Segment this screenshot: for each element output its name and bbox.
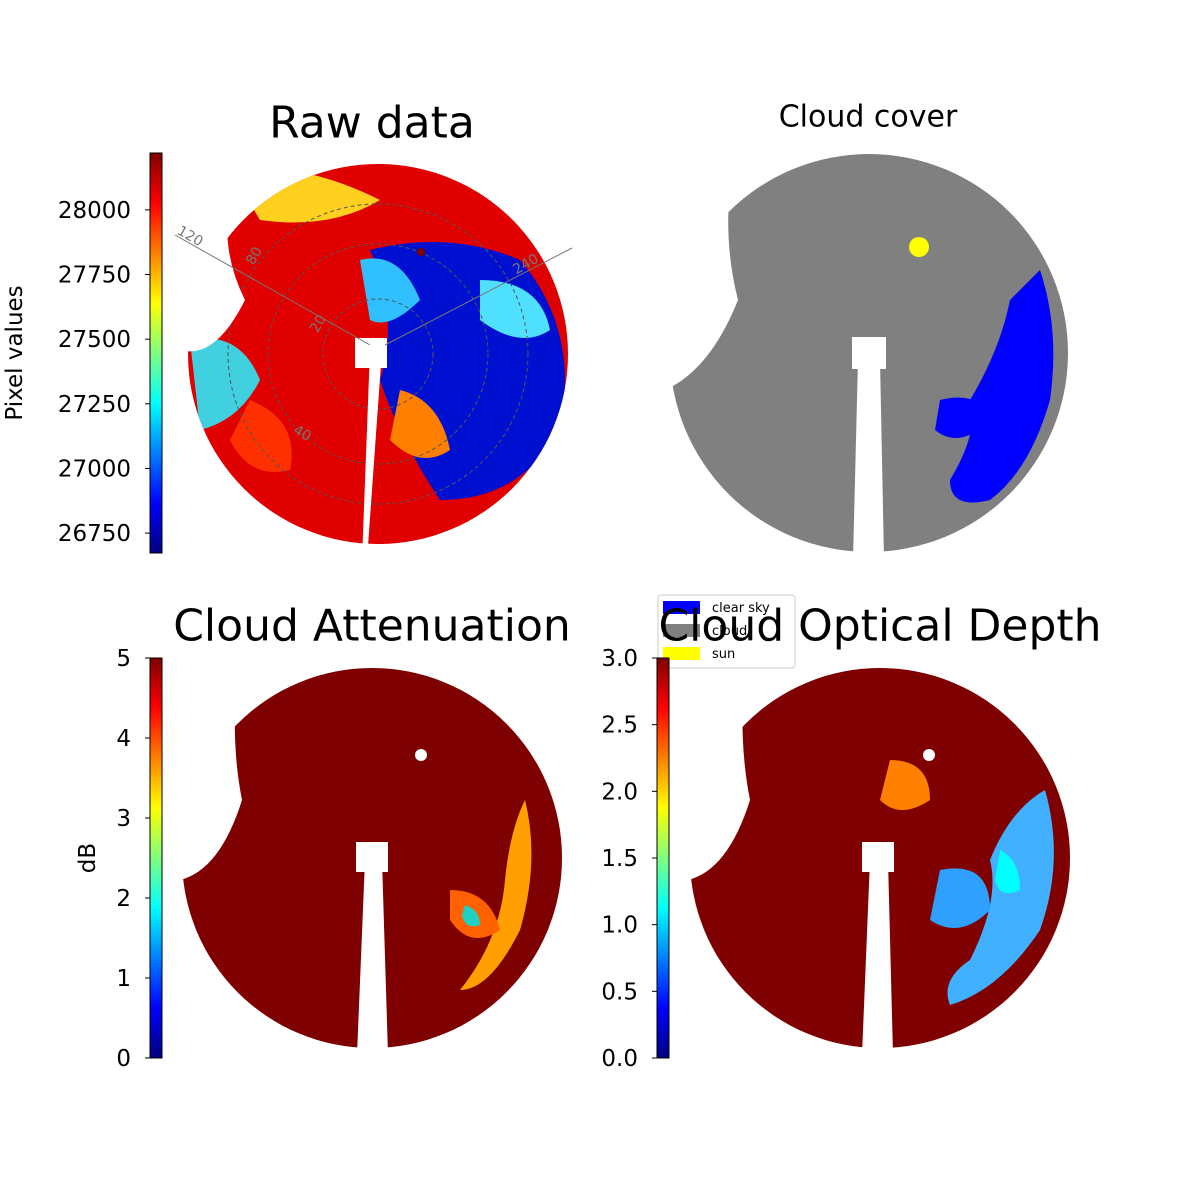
colorbar-tick-label: 28000 — [58, 198, 131, 224]
mask — [415, 749, 427, 761]
mask — [180, 665, 242, 880]
axis-line — [384, 247, 573, 346]
mask — [355, 338, 387, 368]
panel-title: Cloud Optical Depth — [658, 600, 1101, 651]
colorbar-tick-label: 26750 — [58, 521, 131, 547]
colorbar-tick-label: 27500 — [58, 327, 131, 353]
mask — [688, 665, 750, 880]
legend-swatch — [663, 601, 700, 614]
polar-label: 80 — [243, 244, 266, 267]
colorbar — [149, 152, 163, 554]
axis-line — [174, 234, 371, 346]
colorbar-label: Pixel values — [2, 285, 28, 420]
mask — [665, 150, 738, 390]
colorbar-tick-label: 27000 — [58, 456, 131, 482]
colorbar-tick-label: 5 — [116, 646, 131, 672]
colorbar-tick-label: 2 — [116, 886, 131, 912]
legend-swatch — [663, 624, 700, 637]
mask — [862, 860, 893, 1055]
colorbar — [149, 657, 163, 1059]
colorbar-tick-label: 0 — [116, 1046, 131, 1072]
mask — [853, 360, 884, 560]
mask — [862, 842, 894, 872]
colorbar — [656, 657, 670, 1059]
legend-label: cloud — [712, 624, 747, 639]
colorbar-tick-label: 0.5 — [601, 979, 638, 1005]
colorbar-tick-label: 27750 — [58, 263, 131, 289]
legend-swatch — [663, 647, 700, 660]
colorbar-tick-label: 1 — [116, 966, 131, 992]
sun — [417, 248, 425, 256]
raw-image — [188, 164, 568, 544]
mask — [356, 842, 388, 872]
mask — [923, 749, 935, 761]
colorbar-tick-label: 1.5 — [601, 846, 638, 872]
colorbar-tick-label: 3.0 — [601, 646, 638, 672]
mask — [362, 350, 382, 560]
polar-label: 40 — [290, 422, 313, 445]
colorbar-tick-label: 2.5 — [601, 713, 638, 739]
colorbar-tick-label: 27250 — [58, 392, 131, 418]
colorbar-tick-label: 0.0 — [601, 1046, 638, 1072]
polar-label: 20 — [307, 312, 330, 335]
colorbar-tick-label: 2.0 — [601, 779, 638, 805]
panel-title: Cloud Attenuation — [173, 600, 571, 651]
legend-label: clear sky — [712, 601, 770, 616]
colorbar-label: dB — [75, 843, 101, 873]
colorbar-tick-label: 1.0 — [601, 913, 638, 939]
legend-label: sun — [712, 647, 735, 662]
mask — [852, 337, 886, 369]
colorbar-tick-label: 4 — [116, 726, 131, 752]
panel-title: Raw data — [269, 97, 475, 148]
panel-title: Cloud cover — [779, 100, 958, 135]
colorbar-tick-label: 3 — [116, 806, 131, 832]
mask — [357, 860, 388, 1055]
